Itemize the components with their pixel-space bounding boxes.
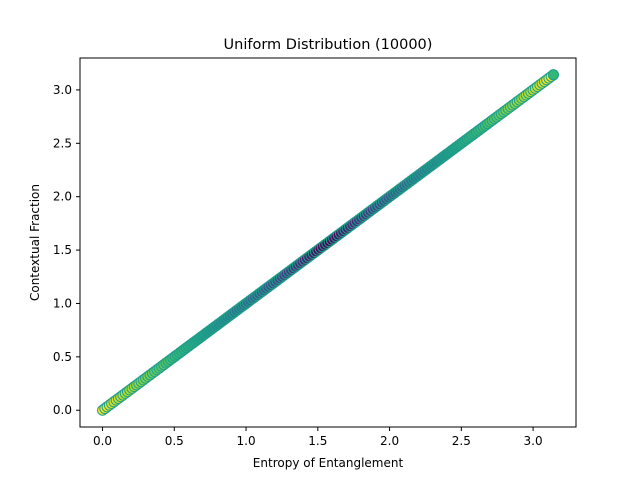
y-tick-label: 1.0 [53, 296, 72, 310]
x-tick-label: 2.5 [452, 434, 471, 448]
y-tick-label: 0.0 [53, 403, 72, 417]
plot-frame [79, 57, 577, 428]
x-tick-label: 3.0 [524, 434, 543, 448]
x-axis-ticks: 0.0 0.5 1.0 1.5 2.0 2.5 3.0 [93, 427, 543, 448]
x-tick-label: 1.5 [308, 434, 327, 448]
y-axis-ticks: 0.0 0.5 1.0 1.5 2.0 2.5 3.0 [53, 83, 80, 417]
y-tick-label: 2.0 [53, 190, 72, 204]
y-axis-label: Contextual Fraction [28, 184, 42, 301]
y-tick-label: 2.5 [53, 136, 72, 150]
y-tick-label: 0.5 [53, 350, 72, 364]
data-points [97, 69, 559, 416]
data-point-last [547, 69, 559, 81]
x-tick-label: 0.0 [93, 434, 112, 448]
chart-title: Uniform Distribution (10000) [224, 37, 433, 53]
x-tick-label: 2.0 [380, 434, 399, 448]
x-tick-label: 1.0 [237, 434, 256, 448]
y-tick-label: 3.0 [53, 83, 72, 97]
x-axis-label: Entropy of Entanglement [253, 456, 404, 470]
x-tick-label: 0.5 [165, 434, 184, 448]
y-tick-label: 1.5 [53, 243, 72, 257]
